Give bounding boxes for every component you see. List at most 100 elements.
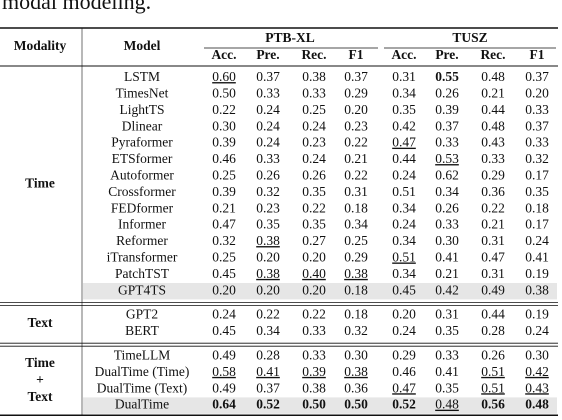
model-name: BERT [125,323,159,338]
value-cell: 0.24 [302,151,326,166]
value-cell: 0.24 [256,102,280,117]
value-cell: 0.39 [212,184,236,199]
modality-label: Time [25,355,55,370]
value-cell: 0.33 [302,85,326,100]
metric-header: Rec. [480,47,505,62]
value-cell: 0.39 [212,135,236,150]
value-cell: 0.45 [212,323,236,338]
model-name: Informer [118,217,166,232]
model-name: TimesNet [116,85,169,100]
value-cell: 0.56 [481,397,505,412]
value-cell: 0.31 [435,307,459,322]
value-cell: 0.52 [256,397,280,412]
value-cell: 0.24 [392,167,416,182]
value-cell: 0.33 [525,102,549,117]
value-cell: 0.50 [344,397,368,412]
model-name: iTransformer [107,249,178,264]
value-cell: 0.24 [392,323,416,338]
value-cell: 0.45 [212,266,236,281]
value-cell: 0.20 [256,249,280,264]
value-cell: 0.33 [302,323,326,338]
model-name: TimeLLM [114,347,171,362]
value-cell: 0.21 [212,200,236,215]
value-cell: 0.29 [344,85,368,100]
value-cell: 0.52 [392,397,416,412]
value-cell: 0.25 [212,249,236,264]
value-cell: 0.35 [256,217,280,232]
value-cell: 0.44 [481,307,505,322]
value-cell: 0.37 [344,69,368,84]
value-cell: 0.30 [525,347,549,362]
value-cell: 0.20 [302,282,326,297]
value-cell: 0.46 [392,364,416,379]
value-cell: 0.35 [525,184,549,199]
value-cell: 0.51 [481,380,505,395]
value-cell: 0.26 [435,200,459,215]
value-cell: 0.58 [212,364,236,379]
value-cell: 0.32 [212,233,236,248]
value-cell: 0.33 [435,347,459,362]
value-cell: 0.43 [525,380,549,395]
value-cell: 0.29 [392,347,416,362]
value-cell: 0.44 [481,102,505,117]
value-cell: 0.33 [435,135,459,150]
value-cell: 0.39 [302,364,326,379]
value-cell: 0.49 [212,380,236,395]
model-name: PatchTST [115,266,170,281]
value-cell: 0.26 [435,85,459,100]
value-cell: 0.45 [392,282,416,297]
model-name: Pyraformer [111,135,173,150]
value-cell: 0.31 [392,69,416,84]
value-cell: 0.22 [302,200,326,215]
value-cell: 0.35 [302,184,326,199]
value-cell: 0.19 [525,307,549,322]
value-cell: 0.33 [302,347,326,362]
value-cell: 0.46 [212,151,236,166]
value-cell: 0.53 [435,151,459,166]
value-cell: 0.41 [435,364,459,379]
model-name: GPT4TS [118,282,166,297]
value-cell: 0.34 [256,323,280,338]
value-cell: 0.18 [525,200,549,215]
value-cell: 0.23 [302,135,326,150]
value-cell: 0.62 [435,167,459,182]
value-cell: 0.31 [344,184,368,199]
value-cell: 0.38 [525,282,549,297]
value-cell: 0.30 [344,347,368,362]
value-cell: 0.24 [302,118,326,133]
value-cell: 0.23 [256,200,280,215]
value-cell: 0.27 [302,233,326,248]
value-cell: 0.36 [344,380,368,395]
dataset-header: PTB-XL [265,30,315,45]
value-cell: 0.17 [525,217,549,232]
modality-label: Text [27,389,53,404]
value-cell: 0.34 [392,200,416,215]
value-cell: 0.18 [344,282,368,297]
value-cell: 0.33 [525,135,549,150]
value-cell: 0.20 [212,282,236,297]
value-cell: 0.29 [481,167,505,182]
value-cell: 0.22 [256,307,280,322]
metric-header: F1 [349,47,364,62]
value-cell: 0.35 [435,323,459,338]
value-cell: 0.44 [392,151,416,166]
metric-header: Acc. [211,47,236,62]
value-cell: 0.24 [256,135,280,150]
value-cell: 0.28 [256,347,280,362]
model-name: Crossformer [108,184,176,199]
value-cell: 0.18 [344,307,368,322]
value-cell: 0.18 [344,200,368,215]
value-cell: 0.48 [481,118,505,133]
value-cell: 0.32 [525,151,549,166]
value-cell: 0.51 [481,364,505,379]
value-cell: 0.26 [256,167,280,182]
modality-label: Time [25,176,55,191]
value-cell: 0.20 [392,307,416,322]
value-cell: 0.22 [344,167,368,182]
metric-header: Acc. [391,47,416,62]
value-cell: 0.60 [212,69,236,84]
model-name: LSTM [124,69,160,84]
value-cell: 0.37 [525,118,549,133]
model-name: Dlinear [122,118,163,133]
